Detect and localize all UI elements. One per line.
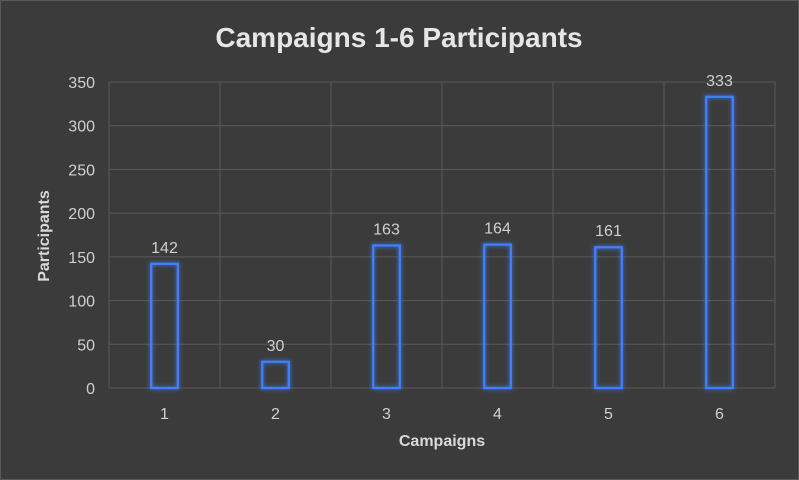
data-label-campaign-2: 30 xyxy=(267,338,285,355)
data-labels: 142 30 163 164 161 333 xyxy=(151,73,733,355)
y-tick-label: 200 xyxy=(68,206,95,223)
y-tick-label: 300 xyxy=(68,119,95,136)
bar-campaign-3 xyxy=(372,244,401,390)
bar-campaign-6 xyxy=(705,95,734,390)
y-tick-label: 100 xyxy=(68,294,95,311)
bar-campaign-2 xyxy=(261,360,290,390)
bars xyxy=(150,95,734,390)
y-tick-label: 150 xyxy=(68,250,95,267)
bar-campaign-4 xyxy=(483,243,512,390)
data-label-campaign-4: 164 xyxy=(484,221,511,238)
y-axis-title: Participants xyxy=(36,190,53,282)
x-tick-label: 3 xyxy=(382,406,391,423)
x-tick-label: 1 xyxy=(160,406,169,423)
data-label-campaign-5: 161 xyxy=(595,223,622,240)
x-tick-label: 4 xyxy=(493,406,502,423)
y-axis-ticks: 0 50 100 150 200 250 300 350 xyxy=(68,75,95,398)
y-tick-label: 50 xyxy=(77,337,95,354)
chart-title: Campaigns 1-6 Participants xyxy=(215,22,582,53)
y-tick-label: 0 xyxy=(86,381,95,398)
x-tick-label: 5 xyxy=(604,406,613,423)
bar-campaign-5 xyxy=(594,246,623,390)
y-tick-label: 250 xyxy=(68,162,95,179)
bar-campaign-1 xyxy=(150,262,179,390)
data-label-campaign-3: 163 xyxy=(373,221,400,238)
x-axis-title: Campaigns xyxy=(399,433,485,450)
gridlines xyxy=(108,81,776,389)
x-tick-label: 6 xyxy=(715,406,724,423)
data-label-campaign-6: 333 xyxy=(706,73,733,90)
data-label-campaign-1: 142 xyxy=(151,240,178,257)
y-tick-label: 350 xyxy=(68,75,95,92)
x-tick-label: 2 xyxy=(271,406,280,423)
x-axis-ticks: 1 2 3 4 5 6 xyxy=(160,406,724,423)
